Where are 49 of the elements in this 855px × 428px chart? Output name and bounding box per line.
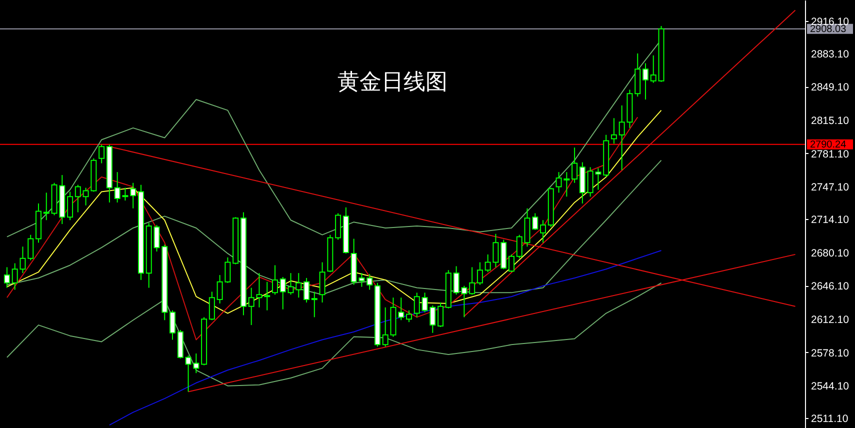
candlestick [414,292,420,318]
candlestick [438,302,444,328]
y-tick-label: 2544.10 [811,380,850,393]
candlestick [610,118,617,144]
y-tick-label: 2578.10 [811,347,850,360]
candlestick [650,54,656,84]
y-tick-label: 2815.10 [811,115,850,128]
candlestick [532,212,538,230]
line-series [6,116,638,340]
candlestick [43,192,50,221]
line-series [108,250,662,426]
y-tick-label: 2714.10 [811,214,850,226]
candlestick [319,262,326,303]
candlestick [398,297,404,321]
candlestick [28,234,34,261]
candlestick [98,144,105,164]
candlestick [406,310,412,323]
y-tick-label: 2849.10 [811,82,850,94]
y-tick-label: 2646.10 [811,280,850,293]
candlestick [508,254,514,273]
candlestick [272,264,278,296]
candlestick [642,62,648,100]
line-series [6,160,662,296]
y-tick-label: 2511.10 [811,413,848,426]
y-tick-label: 2883.10 [811,48,850,60]
y-tick-label: 2680.10 [811,247,850,260]
ref-line-label: 2790.24 [810,139,847,150]
candlestick [4,266,10,288]
candlestick [280,276,286,310]
candlestick [304,277,310,303]
candlestick [311,291,318,318]
candlestick [130,182,136,209]
y-tick-label: 2612.10 [811,314,850,326]
candlestick [208,291,215,321]
candlestick [572,147,578,184]
candlestick [366,274,373,290]
y-tick-label: 2747.10 [811,182,850,194]
y-tick-label: 2781.10 [811,148,850,160]
candlestick [264,281,270,311]
candlestick [67,191,74,221]
line-series [6,110,662,314]
candlestick [170,310,176,340]
candlestick [74,184,81,213]
candlestick [335,212,342,240]
candlestick [469,266,476,296]
line-series [6,282,662,386]
candlestick [540,220,546,244]
candlestick [476,262,483,286]
text: 黄金日线图 [338,69,448,94]
